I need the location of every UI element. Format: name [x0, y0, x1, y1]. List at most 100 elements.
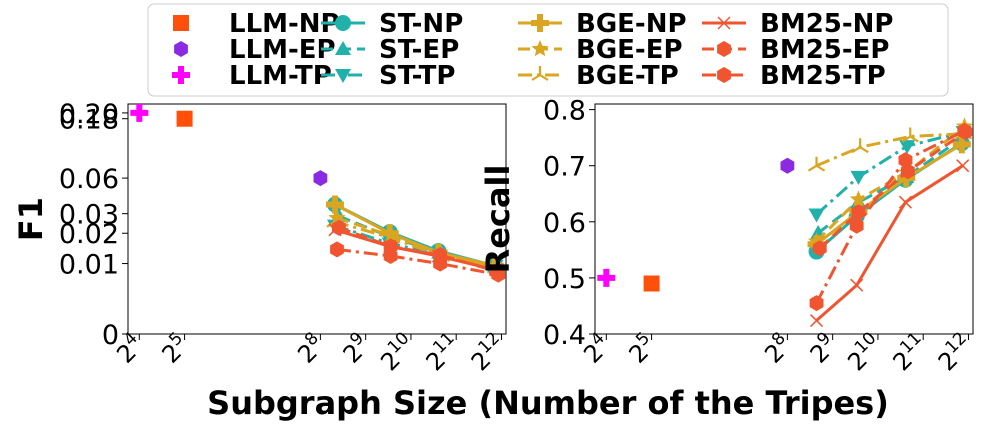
y-axis-label: Recall: [479, 165, 517, 274]
series-line: [338, 226, 498, 273]
data-point-llm-np: [176, 110, 193, 127]
x-tick-label: 210: [373, 328, 421, 376]
legend-marker-triangle-up-icon: [335, 41, 351, 55]
legend-marker-hexagon-icon: [717, 67, 731, 83]
y-tick-label: 0.18: [59, 105, 119, 136]
plot-frame: [127, 103, 507, 335]
x-tick-label: 211: [885, 328, 933, 376]
data-point-llm-tp: [597, 268, 616, 287]
legend-entry-bge-np: BGE-NP: [518, 9, 687, 39]
legend-entry-llm-ep: LLM-EP: [174, 35, 336, 65]
series-line: [815, 164, 964, 322]
legend-label: ST-TP: [379, 61, 455, 91]
x-tick-label: 211: [418, 328, 466, 376]
legend-marker-x-icon: [717, 16, 731, 30]
series-group: [597, 117, 973, 328]
x-tick-label: 212: [931, 328, 979, 376]
data-point-bm25-tp: [898, 152, 913, 169]
legend-entry-llm-tp: LLM-TP: [172, 61, 332, 91]
legend-label: BM25-TP: [760, 61, 886, 91]
legend-entry-st-np: ST-NP: [321, 9, 463, 39]
data-point-bm25-np: [956, 159, 970, 173]
y-axis-label-text: F1: [12, 197, 50, 241]
series-line: [815, 142, 963, 253]
legend-marker-triangle-down-icon: [335, 69, 351, 83]
x-axis-label: Subgraph Size (Number of the Tripes): [207, 384, 889, 422]
data-point-bm25-np: [850, 278, 864, 292]
data-point-bge-np: [325, 195, 344, 214]
data-point-bge-ep: [808, 232, 826, 249]
legend-entry-bm25-tp: BM25-TP: [702, 61, 886, 91]
series-llm-np: [643, 275, 660, 292]
series-llm-tp: [130, 104, 149, 122]
y-tick-label: 0.02: [59, 219, 119, 250]
data-point-bge-ep: [849, 190, 867, 207]
legend-marker-square-icon: [173, 15, 189, 31]
legend-marker-tri-icon: [531, 66, 549, 81]
y-tick-label: 0.7: [543, 152, 586, 183]
legend-entry-bge-ep: BGE-EP: [518, 35, 683, 65]
data-point-bm25-ep: [812, 240, 827, 257]
legend-entry-bm25-np: BM25-NP: [702, 9, 893, 39]
data-point-bm25-tp: [383, 248, 398, 264]
series-line: [815, 132, 964, 168]
series-bge-np: [807, 135, 971, 254]
legend-entry-bm25-ep: BM25-EP: [702, 35, 889, 65]
series-llm-np: [176, 110, 193, 127]
legend-label: ST-EP: [379, 35, 459, 65]
y-tick-label: 0.20: [59, 99, 119, 130]
legend-entry-bge-tp: BGE-TP: [518, 61, 679, 91]
data-point-bm25-ep: [851, 204, 866, 221]
y-tick-label: 0.4: [543, 320, 586, 351]
data-point-bge-np: [952, 135, 971, 154]
data-point-st-tp: [899, 140, 916, 155]
series-line: [815, 125, 966, 243]
series-line: [815, 129, 966, 304]
legend-label: LLM-EP: [229, 35, 336, 65]
series-line: [818, 130, 967, 250]
x-tick-text: 211: [885, 328, 933, 376]
data-point-llm-ep: [780, 157, 795, 174]
series-st-tp: [808, 126, 972, 223]
data-point-bm25-tp: [330, 241, 344, 258]
series-group: [130, 104, 506, 283]
series-bm25-np: [810, 159, 970, 328]
legend-label: BM25-EP: [760, 35, 889, 65]
y-tick-label: 0.6: [543, 208, 586, 239]
series-line: [817, 136, 964, 235]
x-tick-text: 211: [418, 328, 466, 376]
data-point-st-tp: [808, 208, 825, 223]
data-point-bm25-tp: [809, 295, 824, 312]
series-line: [336, 247, 499, 277]
legend-marker-hexagon-icon: [174, 41, 188, 57]
data-point-bge-tp: [851, 138, 869, 154]
data-point-llm-np: [643, 275, 660, 292]
legend-label: BM25-NP: [760, 9, 893, 39]
series-bm25-tp: [809, 122, 972, 312]
series-llm-tp: [597, 268, 616, 287]
data-point-bm25-tp: [433, 255, 447, 272]
x-tick-text: 212: [931, 328, 979, 376]
y-axis-label: F1: [12, 197, 50, 241]
data-point-bge-tp: [901, 127, 919, 143]
legend-label: ST-NP: [379, 9, 463, 39]
y-tick-label: 0.06: [59, 164, 119, 195]
x-tick-label: 212: [466, 328, 504, 376]
y-tick-label: 0.01: [59, 250, 119, 281]
data-point-llm-ep: [313, 170, 328, 187]
x-tick-text: 210: [373, 328, 421, 376]
series-line: [815, 143, 963, 246]
series-bm25-tp: [330, 241, 506, 283]
y-tick-label: 0: [102, 320, 119, 351]
x-tick-label: 210: [842, 328, 880, 376]
legend-label: LLM-TP: [229, 61, 332, 91]
data-point-bm25-ep: [332, 219, 346, 236]
data-point-bm25-np: [898, 195, 912, 209]
legend-entry-st-tp: ST-TP: [321, 61, 455, 91]
legend-marker-star-icon: [531, 40, 549, 57]
data-point-llm-tp: [130, 104, 149, 122]
legend-entry-st-ep: ST-EP: [321, 35, 459, 65]
series-line: [815, 130, 964, 216]
